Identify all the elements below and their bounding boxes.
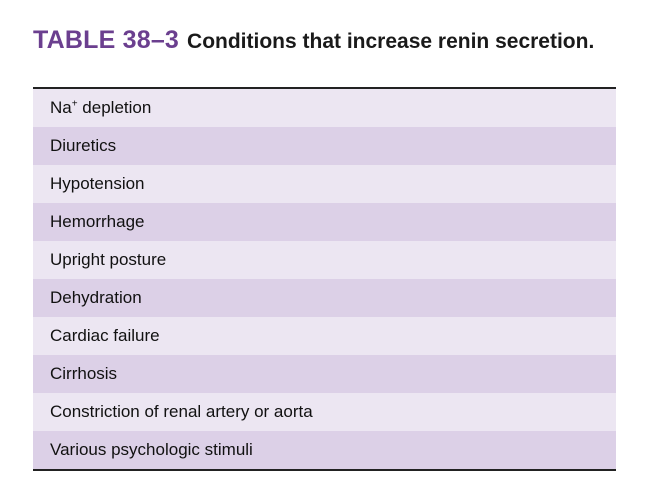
table-label: TABLE 38–3: [33, 26, 180, 54]
table-cell-text-rest: depletion: [77, 98, 152, 117]
table-cell: Various psychologic stimuli: [33, 431, 616, 470]
table-cell: Constriction of renal artery or aorta: [33, 393, 616, 431]
table-cell: Cardiac failure: [33, 317, 616, 355]
table-cell: Upright posture: [33, 241, 616, 279]
table-cell: Dehydration: [33, 279, 616, 317]
table-cell-text-base: Na: [50, 98, 72, 117]
table-row: Diuretics: [33, 127, 616, 165]
table-row: Various psychologic stimuli: [33, 431, 616, 470]
table-caption: TABLE 38–3 Conditions that increase renin…: [33, 26, 616, 84]
superscript-plus: +: [71, 98, 78, 110]
table-row: Hypotension: [33, 165, 616, 203]
table-cell: Na+ depletion: [33, 88, 616, 127]
table-cell: Cirrhosis: [33, 355, 616, 393]
conditions-table-body: Na+ depletion Diuretics Hypotension Hemo…: [33, 88, 616, 470]
table-row: Dehydration: [33, 279, 616, 317]
table-row: Cardiac failure: [33, 317, 616, 355]
table-cell: Hemorrhage: [33, 203, 616, 241]
table-figure: TABLE 38–3 Conditions that increase renin…: [33, 26, 616, 471]
table-row: Upright posture: [33, 241, 616, 279]
table-row: Na+ depletion: [33, 88, 616, 127]
table-row: Cirrhosis: [33, 355, 616, 393]
table-title: Conditions that increase renin secretion…: [187, 30, 595, 53]
table-row: Constriction of renal artery or aorta: [33, 393, 616, 431]
conditions-table: Na+ depletion Diuretics Hypotension Hemo…: [33, 87, 616, 471]
table-row: Hemorrhage: [33, 203, 616, 241]
table-cell: Hypotension: [33, 165, 616, 203]
table-cell: Diuretics: [33, 127, 616, 165]
